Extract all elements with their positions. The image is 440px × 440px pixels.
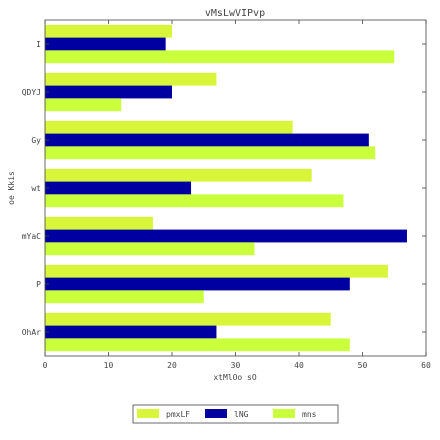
bar-pmxLF-mYaC <box>45 216 153 230</box>
x-tick-label: 60 <box>421 361 431 370</box>
legend-label-mns: mns <box>302 410 317 419</box>
bar-mns-mYaC <box>45 242 255 256</box>
bar-pmxLF-Gy <box>45 120 293 134</box>
bar-pmxLF-wt <box>45 168 312 182</box>
legend-swatch-mns <box>273 409 295 418</box>
x-tick-label: 40 <box>294 361 304 370</box>
legend-label-pmxLF: pmxLF <box>166 410 190 419</box>
legend-label-lNG: lNG <box>234 410 249 419</box>
y-tick-label: mYaC <box>22 232 41 241</box>
x-tick-label: 50 <box>358 361 368 370</box>
bar-mns-P <box>45 290 204 304</box>
bar-mns-QDYJ <box>45 98 122 112</box>
y-axis-ticks: I QDYJ Gy wt mYaC P OhAr <box>22 40 426 337</box>
bar-pmxLF-OhAr <box>45 312 331 326</box>
bar-lNG-QDYJ <box>45 85 172 99</box>
x-axis-label: xtMlOo sO <box>213 373 257 382</box>
bar-pmxLF-QDYJ <box>45 72 217 86</box>
bar-lNG-P <box>45 277 350 291</box>
bar-mns-Gy <box>45 146 376 160</box>
legend-swatch-lNG <box>205 409 227 418</box>
bar-lNG-I <box>45 37 166 51</box>
y-tick-label: QDYJ <box>22 88 41 97</box>
bars-layer <box>45 24 407 352</box>
y-axis-label: oe Kkis <box>7 171 16 205</box>
bar-mns-I <box>45 50 395 64</box>
bar-mns-wt <box>45 194 344 208</box>
x-axis-ticks: 0 10 20 30 40 50 60 <box>43 20 431 370</box>
x-tick-label: 0 <box>43 361 48 370</box>
y-tick-label: P <box>36 280 41 289</box>
legend-swatch-pmxLF <box>137 409 159 418</box>
y-tick-label: Gy <box>31 136 41 145</box>
bar-lNG-wt <box>45 181 192 195</box>
bar-lNG-Gy <box>45 133 369 147</box>
bar-pmxLF-P <box>45 264 388 278</box>
x-tick-label: 10 <box>104 361 114 370</box>
x-tick-label: 20 <box>167 361 177 370</box>
bar-lNG-OhAr <box>45 325 217 339</box>
bar-pmxLF-I <box>45 24 172 38</box>
x-tick-label: 30 <box>231 361 241 370</box>
bar-lNG-mYaC <box>45 229 407 243</box>
y-tick-label: I <box>36 40 41 49</box>
y-tick-label: OhAr <box>22 328 41 337</box>
bar-mns-OhAr <box>45 338 350 352</box>
y-tick-label: wt <box>31 184 41 193</box>
chart-title: vMsLwVIPvp <box>205 8 265 19</box>
legend: pmxLF lNG mns <box>132 404 339 424</box>
